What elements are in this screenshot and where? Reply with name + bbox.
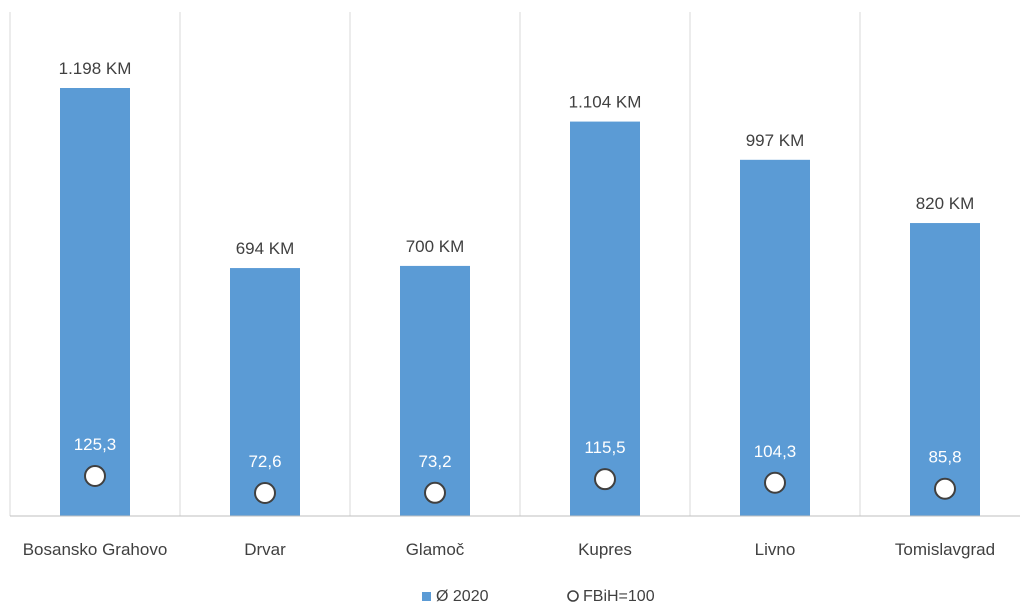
index-markers [84,465,956,504]
category-label: Bosansko Grahovo [23,540,168,559]
category-label: Glamoč [406,540,465,559]
bar-value-label: 1.198 KM [59,59,132,78]
index-value-label: 85,8 [928,448,961,467]
bar [740,159,810,516]
legend-label-fbih: FBiH=100 [583,588,655,605]
index-value-label: 72,6 [248,452,281,471]
legend-label-avg-2020: Ø 2020 [436,588,489,605]
index-marker [934,477,956,500]
legend: Ø 2020 FBiH=100 [422,588,655,605]
category-label: Livno [755,540,796,559]
bar-value-label: 820 KM [916,194,975,213]
bar-value-label: 997 KM [746,131,805,150]
bar [230,268,300,516]
category-label: Tomislavgrad [895,540,995,559]
index-value-label: 73,2 [418,452,451,471]
bars [60,88,980,516]
labels: 1.198 KM 125,3 Bosansko Grahovo 694 KM 72,6 D… [23,59,995,559]
index-marker [84,465,106,487]
legend-marker-fbih [567,590,579,602]
category-separators [9,12,861,516]
index-value-label: 115,5 [584,438,625,457]
category-label: Drvar [244,540,286,559]
index-value-label: 125,3 [74,435,117,454]
index-marker [254,482,276,504]
bar [570,121,640,516]
bar-value-label: 1.104 KM [569,93,642,112]
bar-value-label: 700 KM [406,237,465,256]
index-marker [764,471,786,494]
bar [60,88,130,516]
bar [910,223,980,516]
index-value-label: 104,3 [754,442,797,461]
index-marker [424,481,446,504]
category-label: Kupres [578,540,632,559]
legend-swatch-avg-2020 [422,592,431,601]
index-marker [594,468,616,491]
bar-value-label: 694 KM [236,239,295,258]
bar [400,265,470,516]
